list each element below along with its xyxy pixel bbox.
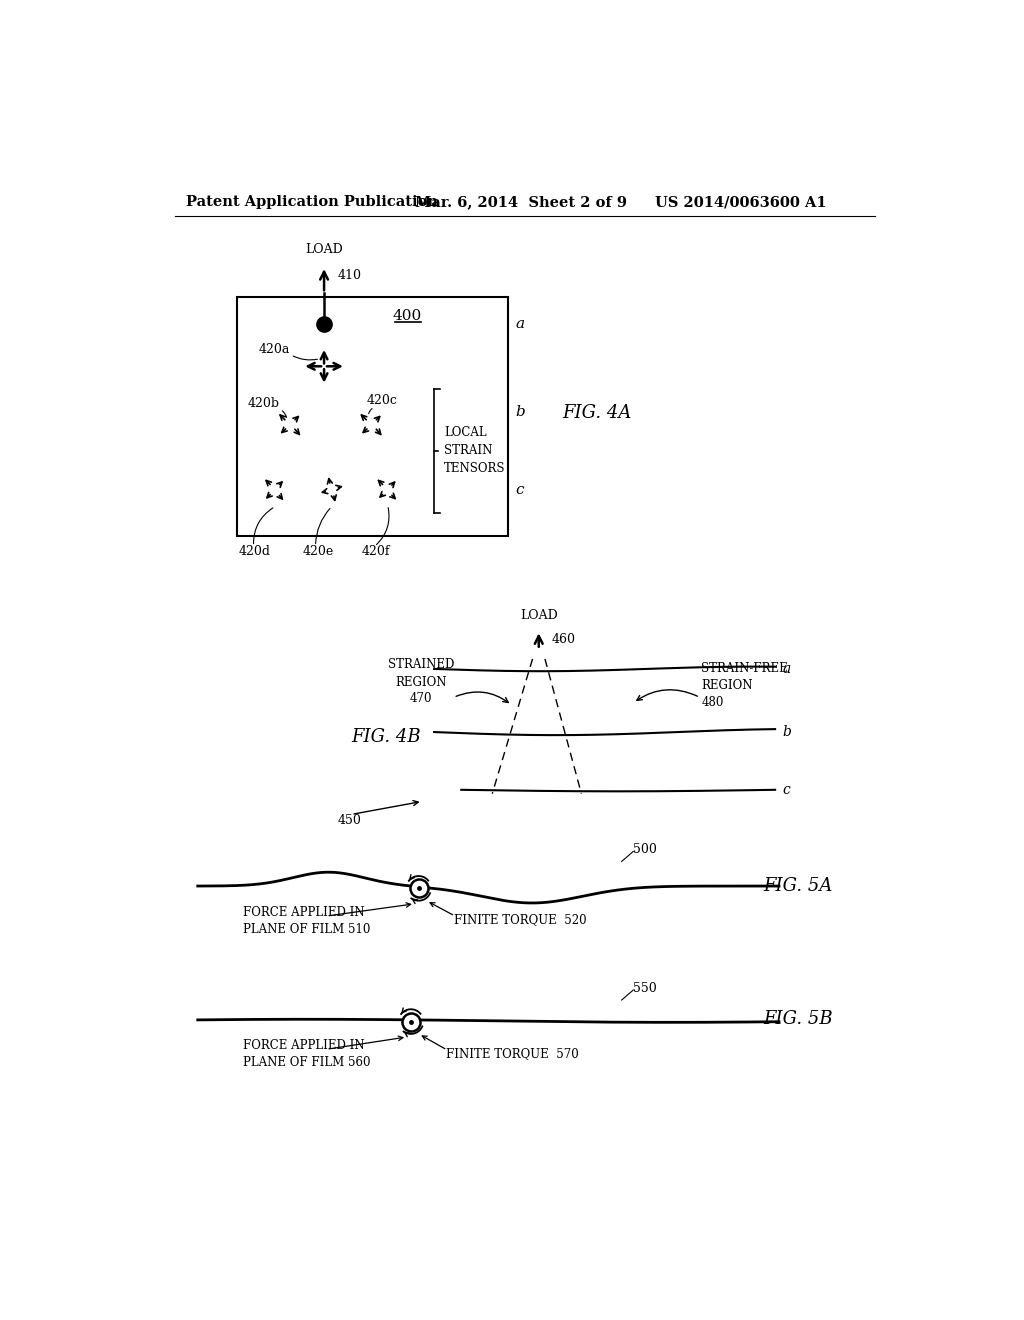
Text: b: b	[515, 405, 525, 420]
Text: LOCAL
STRAIN
TENSORS: LOCAL STRAIN TENSORS	[444, 426, 506, 475]
Text: FIG. 5A: FIG. 5A	[764, 876, 833, 895]
Text: FINITE TORQUE  570: FINITE TORQUE 570	[445, 1047, 579, 1060]
Text: Mar. 6, 2014  Sheet 2 of 9: Mar. 6, 2014 Sheet 2 of 9	[415, 195, 627, 210]
Text: c: c	[783, 783, 791, 797]
Text: FIG. 4B: FIG. 4B	[351, 729, 421, 746]
Text: 500: 500	[633, 843, 657, 857]
Text: 410: 410	[337, 269, 361, 282]
Text: Patent Application Publication: Patent Application Publication	[186, 195, 438, 210]
Text: 420a: 420a	[258, 343, 290, 356]
Text: STRAIN-FREE
REGION
480: STRAIN-FREE REGION 480	[701, 663, 788, 709]
Text: b: b	[783, 725, 792, 739]
Text: 400: 400	[392, 309, 422, 323]
Text: a: a	[515, 317, 524, 331]
Text: a: a	[783, 661, 792, 676]
Text: LOAD: LOAD	[520, 609, 558, 622]
Text: 550: 550	[633, 982, 657, 995]
Text: STRAINED
REGION
470: STRAINED REGION 470	[388, 659, 454, 705]
Text: FIG. 4A: FIG. 4A	[562, 404, 632, 421]
Text: US 2014/0063600 A1: US 2014/0063600 A1	[655, 195, 826, 210]
Text: 420b: 420b	[248, 397, 281, 409]
Text: LOAD: LOAD	[305, 243, 343, 256]
Text: 460: 460	[551, 634, 575, 647]
Text: FORCE APPLIED IN
PLANE OF FILM 510: FORCE APPLIED IN PLANE OF FILM 510	[243, 906, 370, 936]
Text: FIG. 5B: FIG. 5B	[764, 1010, 834, 1028]
Text: 420e: 420e	[302, 545, 334, 557]
Text: FORCE APPLIED IN
PLANE OF FILM 560: FORCE APPLIED IN PLANE OF FILM 560	[243, 1039, 371, 1069]
Text: 420f: 420f	[362, 545, 390, 557]
Bar	[237, 297, 508, 536]
Text: c: c	[515, 483, 524, 496]
Text: FINITE TORQUE  520: FINITE TORQUE 520	[454, 912, 586, 925]
Text: 450: 450	[337, 814, 361, 828]
Text: 420d: 420d	[239, 545, 270, 557]
Text: 420c: 420c	[367, 395, 397, 408]
